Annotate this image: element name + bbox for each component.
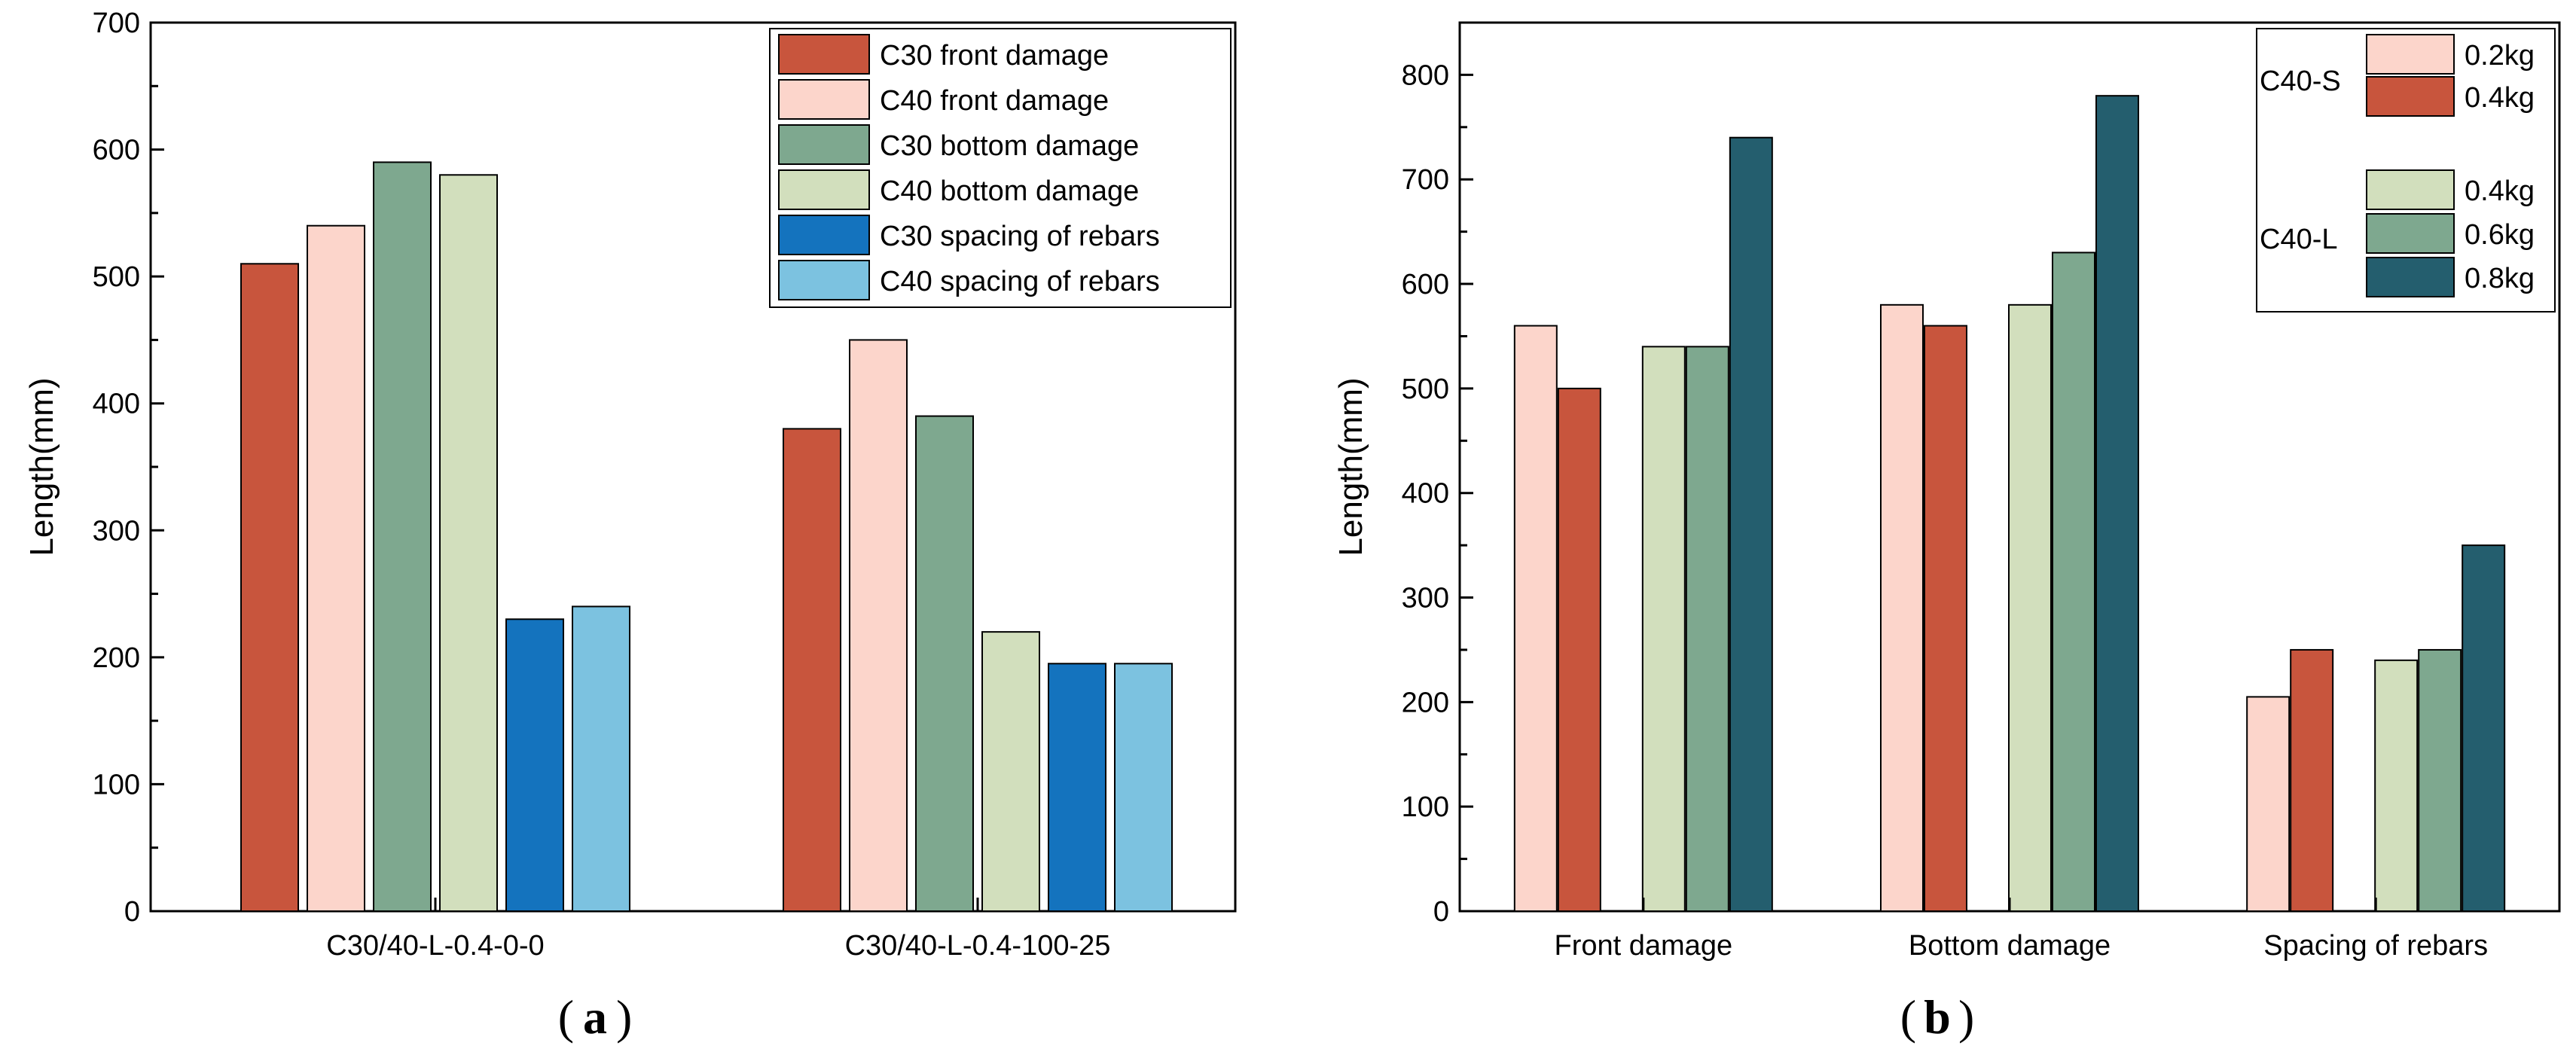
panel-b: 0 100 200 300 400 500 600 700 800 Front damage Bo… [1332,21,2561,1044]
bar [1513,325,1558,912]
legend-label: C30 front damage [880,40,1109,72]
bar [1685,346,1729,912]
panel-a-label-letter: a [583,990,607,1044]
y-tick-label: 200 [93,642,140,674]
panel-b-x-axis: Front damage Bottom damage Spacing of reba… [1555,898,2488,962]
bar [1729,136,1773,912]
legend-label: 0.4kg [2465,82,2535,114]
legend-label: C40 bottom damage [880,175,1139,207]
bar [1557,387,1601,912]
panel-b-legend: 0.2kg 0.4kg 0.4kg 0.6kg 0.8kg C40-S C40-L [2256,28,2556,313]
panel-a-legend: C30 front damage C40 front damage C30 bott… [769,28,1232,308]
panel-a-x-axis: C30/40-L-0.4-0-0 C30/40-L-0.4-100-25 [326,898,1110,962]
panel-a-bars [240,161,1173,913]
y-tick-label: 300 [93,515,140,547]
panel-b-label-letter: b [1924,990,1951,1044]
bar [849,339,908,912]
legend-swatch [2366,169,2455,210]
y-tick-label: 600 [93,135,140,166]
x-tick-label: Spacing of rebars [2263,930,2488,962]
x-tick-label: Bottom damage [1909,930,2111,962]
legend-swatch [778,124,870,165]
legend-swatch [778,260,870,300]
x-tick-label: C30/40-L-0.4-100-25 [845,930,1111,962]
legend-label: 0.6kg [2465,219,2535,251]
y-tick-label: 100 [93,769,140,800]
bar [1114,663,1173,912]
bar [439,174,498,913]
panel-a-y-axis-title: Length(mm) [23,377,60,556]
bar [981,631,1040,913]
bar [1880,303,1924,912]
bar [2095,95,2139,912]
panel-b-bars [1513,95,2506,913]
bar [2290,648,2334,912]
y-tick-label: 100 [1402,791,1449,823]
y-tick-label: 400 [93,389,140,420]
y-tick-label: 0 [1433,896,1449,928]
y-tick-label: 700 [93,8,140,39]
legend-label: C40 spacing of rebars [880,266,1160,297]
legend-swatch [778,34,870,75]
bar [783,428,841,912]
bar [2008,303,2052,912]
y-tick-label: 0 [124,896,140,928]
y-tick-label: 200 [1402,687,1449,718]
legend-swatch [778,169,870,210]
legend-label: 0.2kg [2465,40,2535,72]
y-tick-label: 500 [93,261,140,293]
legend-label: 0.4kg [2465,175,2535,207]
legend-label: C30 bottom damage [880,130,1139,162]
bar [240,263,299,912]
legend-label: C40 front damage [880,85,1109,117]
legend-label: C30 spacing of rebars [880,221,1160,252]
panel-b-y-axis: 0 100 200 300 400 500 600 700 800 [1402,21,1473,928]
legend-label: 0.8kg [2465,263,2535,294]
bar [1048,663,1106,912]
bar [2246,696,2291,912]
legend-swatch [2366,76,2455,117]
y-tick-label: 300 [1402,583,1449,614]
legend-swatch [778,215,870,255]
bar [505,618,564,912]
legend-swatch [2366,213,2455,254]
y-tick-label: 500 [1402,374,1449,405]
bar [2052,252,2095,913]
y-tick-label: 700 [1402,164,1449,196]
y-tick-label: 600 [1402,269,1449,300]
legend-group-label: C40-S [2260,66,2341,97]
bar [572,605,630,913]
bar [1641,346,1686,912]
panel-a-label-close: ) [616,990,632,1044]
legend-swatch [778,79,870,120]
bar [307,224,365,912]
panel-a-y-axis: 0 100 200 300 400 500 600 700 [93,8,164,928]
legend-swatch [2366,34,2455,75]
panel-b-y-axis-title: Length(mm) [1332,377,1369,556]
bar [1924,325,1967,912]
panel-b-label-close: ) [1958,990,1974,1044]
bar [915,415,974,912]
bar [2418,648,2462,912]
bar [2462,544,2506,913]
x-tick-label: Front damage [1555,930,1733,962]
bar [2374,659,2419,913]
bar [373,161,432,912]
legend-swatch [2366,257,2455,297]
x-tick-label: C30/40-L-0.4-0-0 [326,930,544,962]
panel-b-label-open: ( [1900,990,1916,1044]
y-tick-label: 800 [1402,59,1449,91]
y-tick-label: 400 [1402,478,1449,510]
panel-a-label-open: ( [558,990,574,1044]
legend-group-label: C40-L [2260,224,2338,255]
